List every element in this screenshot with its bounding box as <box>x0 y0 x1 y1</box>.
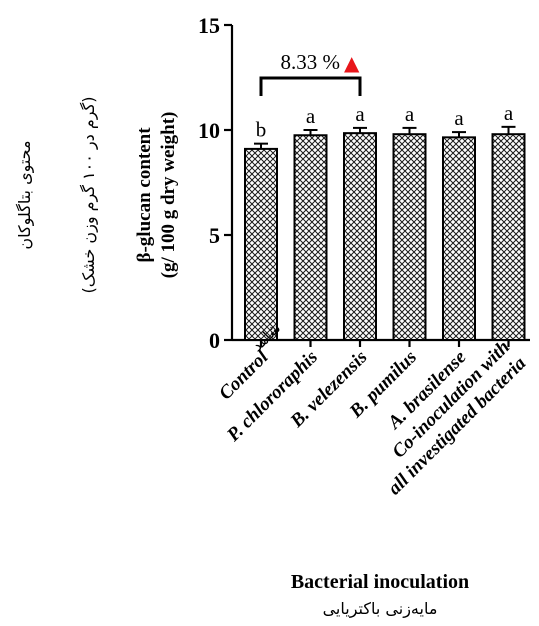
percent-increase-label: 8.33 % <box>281 50 341 74</box>
significance-letter: b <box>256 118 267 142</box>
bar <box>491 133 526 341</box>
bar <box>392 133 427 341</box>
significance-letter: a <box>405 102 415 126</box>
significance-letter: a <box>504 101 514 125</box>
y-axis-title-line2: (g/ 100 g dry weight) <box>158 112 179 279</box>
y-tick-label: 15 <box>198 13 220 38</box>
y-axis-title-line1: β-glucan content <box>134 127 155 263</box>
significance-letter: a <box>454 106 464 130</box>
x-axis-title-fa: مایه‌زنی باکتریایی <box>323 599 438 619</box>
y-axis-title-fa-line2: (گرم در ۱۰۰ گرم وزن خشک) <box>79 97 99 294</box>
y-tick-label: 0 <box>209 328 220 353</box>
bar <box>244 147 278 341</box>
bar <box>293 134 328 341</box>
y-tick-label: 5 <box>209 223 220 248</box>
comparison-bracket <box>259 76 362 96</box>
significance-annotation: 8.33 % ▲ <box>259 50 362 96</box>
x-axis-title: Bacterial inoculation <box>291 571 469 593</box>
bar <box>343 132 377 341</box>
y-tick-label: 10 <box>198 118 220 143</box>
triangle-up-icon: ▲ <box>344 51 360 75</box>
y-axis-title-fa-line1: محتوی بتاگلوکان <box>15 140 35 249</box>
significance-letter: a <box>306 104 316 128</box>
bar <box>442 136 476 341</box>
significance-letter: a <box>355 102 365 126</box>
